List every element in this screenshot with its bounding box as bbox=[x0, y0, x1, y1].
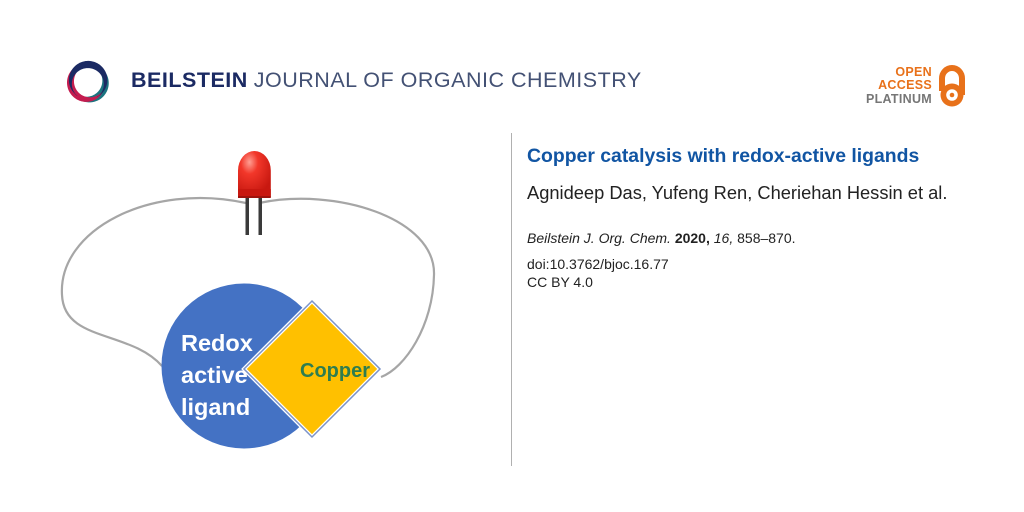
svg-text:ligand: ligand bbox=[181, 394, 250, 420]
svg-text:Copper: Copper bbox=[300, 360, 370, 382]
svg-text:Redox: Redox bbox=[181, 330, 253, 356]
svg-text:active: active bbox=[181, 362, 248, 388]
